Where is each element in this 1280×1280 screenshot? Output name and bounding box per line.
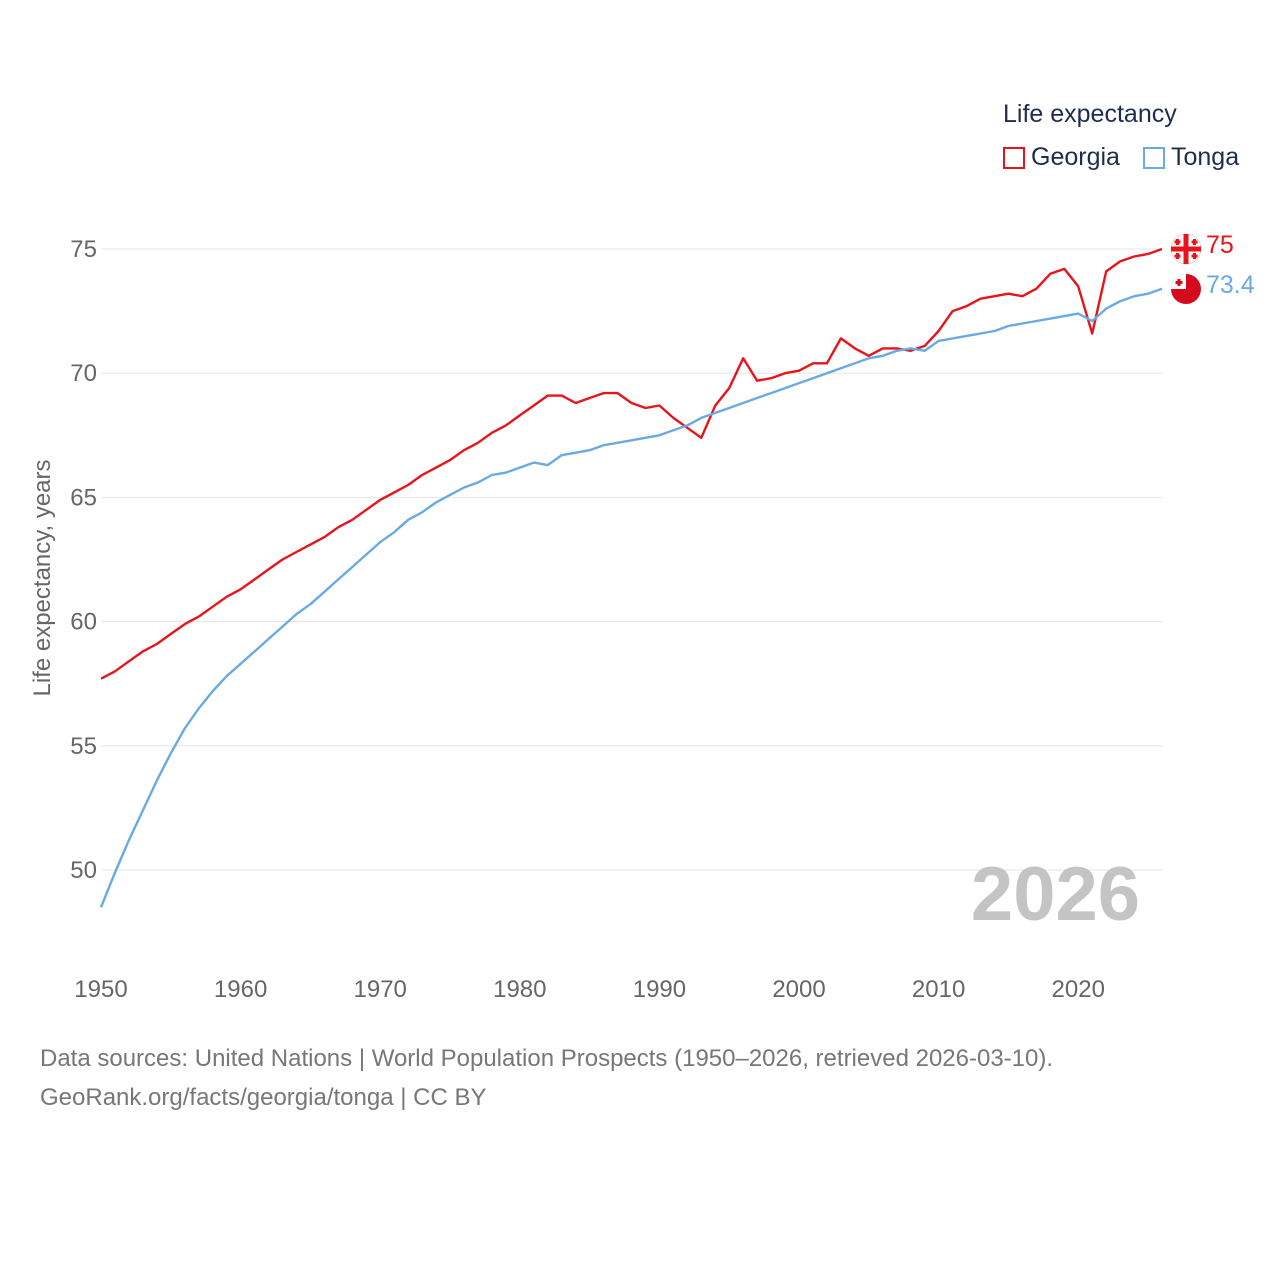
y-tick-label: 65 — [70, 484, 97, 511]
y-tick-label: 50 — [70, 857, 97, 884]
x-tick-label: 1970 — [354, 976, 407, 1003]
series-line-tonga — [99, 287, 1163, 908]
y-tick-label: 60 — [70, 609, 97, 636]
y-axis-ticks: 50 55 60 65 70 75 — [70, 236, 97, 884]
series-line-georgia — [100, 247, 1163, 680]
legend-label-tonga: Tonga — [1171, 143, 1240, 171]
x-tick-label: 1990 — [633, 976, 686, 1003]
georgia-flag-icon — [1170, 233, 1202, 265]
legend-item-georgia[interactable]: Georgia — [1003, 143, 1120, 172]
legend-item-tonga[interactable]: Tonga — [1143, 143, 1239, 172]
end-markers — [1170, 233, 1202, 304]
legend-swatch-georgia — [1003, 146, 1025, 169]
end-value-label-georgia: 75 — [1206, 231, 1234, 259]
end-labels: 75 73.4 — [1206, 231, 1255, 299]
x-tick-label: 2020 — [1052, 976, 1105, 1003]
y-tick-label: 75 — [70, 236, 97, 263]
x-tick-label: 2000 — [772, 976, 825, 1003]
x-tick-label: 1980 — [493, 976, 546, 1003]
legend-swatch-tonga — [1143, 146, 1165, 169]
end-value-label-tonga: 73.4 — [1206, 271, 1255, 299]
x-tick-label: 2010 — [912, 976, 965, 1003]
legend-label-georgia: Georgia — [1031, 143, 1120, 171]
tonga-flag-icon — [1171, 274, 1201, 304]
y-tick-label: 70 — [70, 360, 97, 387]
gridlines — [101, 248, 1162, 871]
x-axis-ticks: 1950 1960 1970 1980 1990 2000 2010 2020 — [74, 976, 1105, 1003]
data-series — [99, 247, 1163, 908]
y-tick-label: 55 — [70, 733, 97, 760]
y-axis-label: Life expectancy, years — [29, 459, 56, 696]
year-watermark: 2026 — [971, 852, 1140, 937]
attribution-link[interactable]: GeoRank.org/facts/georgia/tonga | CC BY — [40, 1084, 487, 1111]
x-tick-label: 1960 — [214, 976, 267, 1003]
x-tick-label: 1950 — [74, 976, 127, 1003]
data-source-text: Data sources: United Nations | World Pop… — [40, 1045, 1054, 1072]
legend-title: Life expectancy — [1003, 100, 1177, 128]
